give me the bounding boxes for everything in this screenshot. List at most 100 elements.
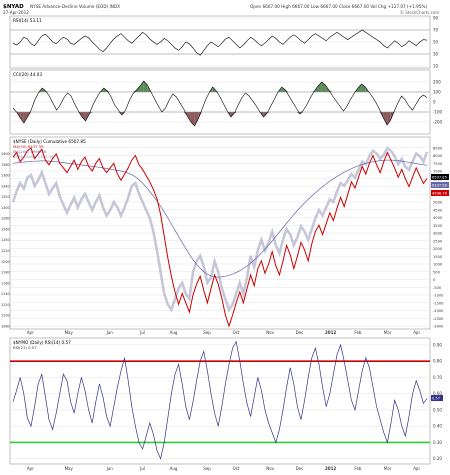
cci-oversold-fill	[190, 112, 195, 126]
x-axis-bottom-tick-label: Sep	[203, 466, 211, 471]
price-right-tick-label: -500	[433, 286, 442, 290]
cci-oversold-fill	[121, 112, 126, 115]
price-left-tick-label: 1380	[1, 163, 10, 167]
rsi2-tick-label: 0.70	[433, 375, 442, 380]
last-value-badge-label: 6507.85	[432, 176, 447, 180]
x-axis-bottom-tick-label: Jun	[106, 466, 114, 471]
rsi2-tick-label: 0.50	[433, 407, 442, 412]
cci-overbought-fill	[136, 86, 141, 92]
x-axis-middle-tick-label: Aug	[170, 330, 178, 335]
rsi2-tick-label: 0.40	[433, 424, 442, 429]
x-axis-bottom-tick-label: Mar	[384, 466, 392, 471]
last-value-badge-label: 6337.58	[432, 184, 448, 188]
x-axis-bottom-tick-label: Aug	[170, 466, 178, 471]
price-left-tick-label: 1340	[1, 184, 10, 188]
cci-tick-label: 200	[433, 80, 441, 85]
cci-oversold-fill	[183, 112, 188, 116]
x-axis-bottom-tick-label: May	[65, 466, 74, 471]
price-right-tick-label: 2500	[433, 239, 443, 243]
x-axis-middle-tick-label: Sep	[203, 330, 211, 335]
price-right-tick-label: 2000	[433, 247, 443, 251]
price-left-tick-label: 1320	[1, 195, 10, 199]
x-axis-bottom-tick-label: 2012	[325, 466, 336, 471]
rsi-legend: RSI(14) 53.11	[13, 18, 42, 23]
cci-legend: CCI(20) 44.03	[13, 72, 42, 77]
price-left-tick-label: 1080	[1, 325, 10, 329]
price-left-tick-label: 1400	[1, 152, 10, 156]
x-axis-middle-tick-label: Jun	[106, 330, 114, 335]
price-right-tick-label: 3500	[433, 224, 443, 228]
cci-oversold-fill	[20, 112, 24, 123]
price-left-tick-label: 1260	[1, 227, 10, 231]
sma-series-line	[12, 159, 428, 278]
cci-overbought-fill	[132, 90, 137, 92]
rsi-panel: RSI(14) 53.11 90 70 50 30 10	[9, 16, 439, 69]
price-right-tick-label: 3000	[433, 232, 443, 236]
price-right-tick-label: 1500	[433, 255, 443, 259]
last-value-badge-label: 4998.76	[432, 192, 448, 196]
price-right-tick-label: -1000	[433, 294, 444, 298]
x-axis-bottom-tick-label: Oct	[233, 466, 240, 471]
rsi2-tick-label: 0.80	[433, 359, 442, 364]
cci-overbought-fill	[358, 84, 362, 92]
price-right-tick-label: -3000	[433, 325, 444, 329]
cci-panel: CCI(20) 44.03 200 100 0 -100 -200	[9, 69, 443, 135]
x-axis-bottom-tick-label: Nov	[266, 466, 274, 471]
last-value-badge	[431, 190, 449, 196]
rsi-tick-label: 10	[433, 64, 439, 69]
price-left-tick-label: 1100	[1, 314, 10, 318]
cci-oversold-fill	[387, 112, 391, 125]
price-right-tick-label: 7500	[433, 162, 443, 166]
price-left-tick-label: 1200	[1, 260, 10, 264]
price-left-tick-label: 1360	[1, 174, 10, 178]
rsi2-series-line	[12, 340, 428, 460]
cci-oversold-fill	[82, 112, 86, 121]
rsi2-last-badge	[431, 395, 443, 402]
price-left-tick-label: 1140	[1, 292, 10, 296]
x-axis-middle-tick-label: Apr	[27, 330, 34, 335]
symbol-description: NYSE Advance-Decline Volume (EOD) INDX	[30, 4, 120, 9]
sma2-legend: MA(200) 4998.76	[13, 149, 47, 154]
cci-oversold-fill	[23, 112, 28, 123]
cci-overbought-fill	[140, 81, 144, 92]
sma-legend: MA(50) 6337.58	[13, 144, 44, 149]
x-axis-middle-tick-label: Jul	[139, 330, 145, 335]
cci-oversold-fill	[194, 112, 199, 126]
cci-overbought-fill	[318, 82, 322, 92]
cci-tick-label: -100	[433, 110, 443, 115]
price-right-tick-label: -2000	[433, 309, 444, 313]
cci-oversold-fill	[198, 112, 202, 119]
cci-series-line	[12, 80, 428, 127]
rsi2-panel: $NYMO (Daily) RSI(14) 0.57 RSI(21) 0.57 …	[9, 337, 443, 465]
x-axis-middle: Apr May Jun Jul Aug Sep Oct Nov Dec 2012 Feb Mar Apr	[27, 330, 421, 335]
price-panel: $NYSE (Daily) Cumulative 6507.85 MA(50) …	[1, 136, 449, 330]
price-left-tick-label: 1180	[1, 271, 10, 275]
price-right-tick-label: 8000	[433, 154, 443, 158]
rsi-tick-label: 50	[433, 40, 439, 45]
price-right-tick-label: -2500	[433, 317, 444, 321]
x-axis-middle-tick-label: Dec	[296, 330, 304, 335]
cci-tick-label: 100	[433, 90, 441, 95]
x-axis-middle-tick-label: Mar	[384, 330, 392, 335]
rsi2-tick-label: 0.20	[433, 456, 442, 461]
date-label: 27-Apr-2012	[3, 10, 29, 15]
rsi2-panel-frame	[9, 337, 431, 465]
x-axis-middle-tick-label: Nov	[266, 330, 274, 335]
cci-overbought-fill	[209, 87, 213, 92]
cci-overbought-fill	[281, 87, 286, 92]
rsi2-tick-label: 0.60	[433, 391, 442, 396]
price-legend: $NYSE (Daily) Cumulative 6507.85	[13, 139, 86, 144]
price-right-tick-label: 8500	[433, 146, 443, 150]
x-axis-bottom-tick-label: Apr	[413, 466, 420, 471]
x-axis-middle-tick-label: Feb	[354, 330, 362, 335]
rsi2-sublegend: RSI(21) 0.57	[13, 345, 37, 350]
price-left-tick-label: 1160	[1, 281, 10, 285]
x-axis-bottom-tick-label: Apr	[27, 466, 34, 471]
rsi2-tick-label: 0.30	[433, 440, 442, 445]
price-left-tick-label: 1280	[1, 217, 10, 221]
price-right-tick-label: 500	[433, 270, 441, 274]
rsi-tick-label: 90	[433, 16, 439, 21]
cci-oversold-fill	[383, 112, 388, 125]
quote-line: Open 6667.00 High 6667.00 Low 6667.00 Cl…	[250, 4, 427, 9]
